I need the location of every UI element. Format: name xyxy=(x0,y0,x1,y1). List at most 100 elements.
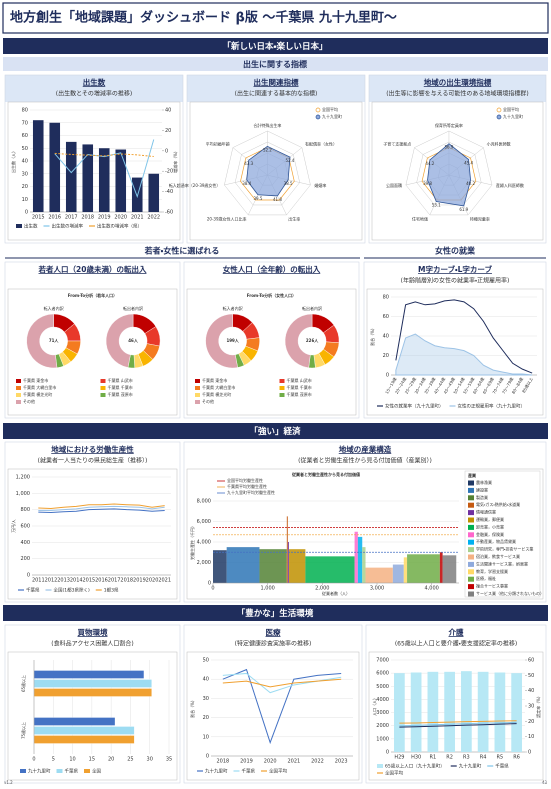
industry-bar xyxy=(357,536,363,583)
legend-swatch xyxy=(468,584,474,590)
x-tick-label: 2023 xyxy=(335,759,348,765)
industry-bar xyxy=(362,547,366,583)
legend-label: 千葉県 xyxy=(495,763,509,770)
legend-box xyxy=(464,470,541,598)
legend-swatch xyxy=(496,114,502,120)
section-title: 「豊かな」生活環境 xyxy=(237,608,314,619)
data-label: 39.5 xyxy=(253,196,262,201)
data-label: 43.3 xyxy=(244,161,253,166)
axis-label: 従業者数（人） xyxy=(322,590,350,596)
y-tick-label: 0 xyxy=(386,373,389,379)
series-line xyxy=(399,721,517,727)
legend-swatch xyxy=(195,386,200,390)
series-line xyxy=(38,505,165,511)
y2-tick-label: 0 xyxy=(528,750,531,756)
legend-swatch xyxy=(100,379,106,383)
legend-label: 農林漁業 xyxy=(476,479,492,485)
panel-title: 出生関連指標 xyxy=(254,77,299,87)
y-tick-label: 70 xyxy=(22,120,28,126)
legend-label: 全国(1都3県除く) xyxy=(54,587,90,594)
panel-title: 若者人口（20歳未満）の転出入 xyxy=(38,264,147,274)
panel-title: 地域における労働生産性 xyxy=(51,444,134,454)
bar xyxy=(444,671,455,752)
legend-label: 教育，学習支援業 xyxy=(476,568,508,574)
y-tick-label: 40 xyxy=(383,334,389,340)
chart-frame xyxy=(186,651,360,781)
series-line xyxy=(38,508,165,514)
radar-axis-label: 産婦人科医師数 xyxy=(496,182,524,188)
bar xyxy=(410,672,422,752)
series-line xyxy=(54,152,154,158)
x-tick-label: 3,000 xyxy=(370,586,384,592)
donut-center: 71人 xyxy=(49,338,60,343)
x-tick-label: 1,000 xyxy=(261,586,275,592)
axis-label: 労働生産性（千円） xyxy=(189,524,195,560)
industry-bar xyxy=(439,552,443,583)
data-label: 41.8 xyxy=(273,197,282,202)
x-tick-label: H30 xyxy=(411,755,421,761)
donut-title: 転入者内訳 xyxy=(44,305,64,311)
x-tick-label: 2020 xyxy=(146,578,159,584)
y-tick-label: 600 xyxy=(20,524,30,530)
x-tick-label: 5 xyxy=(52,757,55,763)
radar-axis-label: 公園面積 xyxy=(386,182,402,188)
y-tick-label: 6,000 xyxy=(197,519,211,525)
legend-swatch xyxy=(279,386,285,390)
legend-swatch xyxy=(468,561,474,567)
legend-label: 金融業，保険業 xyxy=(476,531,504,537)
series-line xyxy=(395,299,533,374)
y-tick-label: 20 xyxy=(203,715,209,721)
y-tick-label: 0 xyxy=(386,750,389,756)
legend-swatch xyxy=(496,107,502,113)
bar xyxy=(32,120,44,212)
y2-tick-label: 40 xyxy=(528,688,534,694)
radar-axis-label: 待機児童率 xyxy=(470,215,490,221)
data-label: 61.9 xyxy=(459,207,468,212)
radar-axis-label: 有配偶率（女性） xyxy=(305,140,337,146)
data-label: 52.2 xyxy=(263,147,272,152)
axis-label: 65歳以上 xyxy=(20,675,26,692)
y-tick-label: 60 xyxy=(22,133,28,139)
x-tick-label: 2022 xyxy=(311,759,324,765)
bar xyxy=(33,679,152,688)
bar xyxy=(98,148,110,212)
data-label: 52.4 xyxy=(286,158,295,163)
legend-swatch xyxy=(279,379,285,383)
y-tick-label: 20 xyxy=(383,353,389,359)
y-tick-label: 20 xyxy=(22,184,28,190)
radar-axis-label: 転入超過率（20-39歳女性） xyxy=(169,182,221,188)
donut-center: 226人 xyxy=(306,338,319,343)
chart-title: From-To分析（若年人口） xyxy=(68,292,117,298)
legend-label: 千葉県 千葉市 xyxy=(108,384,133,390)
legend-label: 千葉県 東金市 xyxy=(202,377,227,383)
legend-label: 不動産業，物品賃貸業 xyxy=(476,538,516,544)
y-tick-label: 10 xyxy=(22,197,28,203)
legend-label: 千葉県 xyxy=(26,587,40,594)
legend-swatch xyxy=(468,539,474,545)
y-tick-label: 80 xyxy=(22,108,28,114)
bar xyxy=(394,673,405,752)
radar-axis-label: 小児科医師数 xyxy=(487,140,511,146)
section-title: 「強い」経済 xyxy=(249,426,301,437)
legend-swatch xyxy=(468,532,474,538)
x-tick-label: 2015 xyxy=(32,215,45,221)
legend-label: 九十九里町 xyxy=(322,113,342,119)
radar-axis-label: 住宅地価 xyxy=(412,215,428,221)
y-tick-label: 30 xyxy=(203,696,209,702)
x-tick-label: R3 xyxy=(463,755,470,761)
legend-swatch xyxy=(468,554,474,560)
series-line xyxy=(395,333,533,376)
x-tick-label: R4 xyxy=(480,755,487,761)
radar-series xyxy=(427,143,471,207)
x-tick-label: H29 xyxy=(394,755,404,761)
y-tick-label: 800 xyxy=(20,507,30,513)
legend-swatch xyxy=(468,547,474,553)
legend-label: 出生数の増減率（県） xyxy=(97,223,142,230)
subsection-bar xyxy=(3,57,548,71)
legend-label: 卸売業，小売業 xyxy=(476,523,504,529)
radar-ring xyxy=(405,130,493,216)
radar-axis-label: 子育て支援拠点 xyxy=(383,140,411,146)
x-tick-label: R1 xyxy=(430,755,437,761)
legend-label: 千葉県 山武市 xyxy=(108,377,133,383)
y2-tick-label: 30 xyxy=(528,704,534,710)
